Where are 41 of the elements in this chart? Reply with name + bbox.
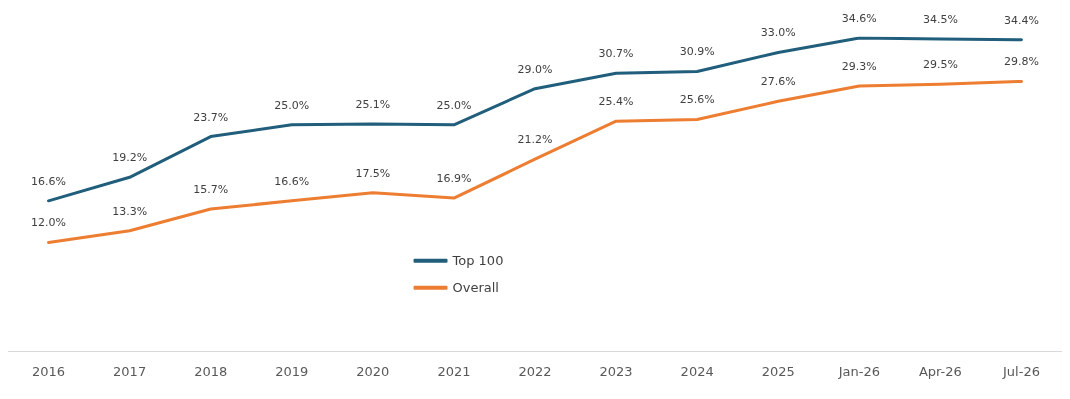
- data-label: 30.9%: [679, 45, 715, 59]
- x-tick-label: 2022: [518, 364, 552, 379]
- data-label: 27.6%: [760, 75, 796, 89]
- data-label: 16.9%: [436, 172, 472, 186]
- data-label: 25.6%: [679, 93, 715, 107]
- data-label: 29.8%: [1003, 55, 1039, 69]
- data-label: 34.5%: [922, 12, 958, 26]
- data-label: 29.3%: [841, 59, 877, 73]
- data-label: 29.5%: [922, 58, 958, 72]
- data-label: 16.6%: [31, 174, 67, 188]
- x-tick-label: 2024: [680, 364, 714, 379]
- data-label: 21.2%: [517, 133, 553, 147]
- data-label: 15.7%: [193, 182, 229, 196]
- data-label: 16.6%: [274, 174, 310, 188]
- data-label: 34.4%: [1003, 13, 1039, 27]
- x-tick-label: 2023: [599, 364, 633, 379]
- x-tick-label: 2018: [194, 364, 228, 379]
- data-label: 25.0%: [274, 98, 310, 112]
- data-label: 34.6%: [841, 12, 877, 25]
- legend-label: Top 100: [451, 253, 504, 269]
- data-label: 29.0%: [517, 62, 553, 76]
- x-tick-label: Jan-26: [837, 364, 880, 379]
- x-tick-label: 2021: [437, 364, 471, 379]
- data-label: 30.7%: [598, 47, 634, 61]
- x-tick-label: 2020: [356, 364, 390, 379]
- x-tick-label: 2016: [31, 364, 66, 379]
- x-tick-label: 2025: [761, 364, 795, 379]
- data-label: 13.3%: [112, 204, 148, 218]
- x-tick-label: Jul-26: [1002, 364, 1040, 379]
- data-label: 23.7%: [193, 110, 229, 124]
- data-label: 25.4%: [598, 95, 634, 109]
- data-label: 17.5%: [355, 166, 391, 180]
- legend-label: Overall: [452, 280, 499, 296]
- x-tick-label: 2017: [113, 364, 147, 379]
- data-label: 25.0%: [436, 98, 472, 112]
- x-tick-label: Apr-26: [918, 364, 962, 379]
- data-label: 19.2%: [112, 151, 148, 165]
- data-label: 25.1%: [355, 97, 391, 111]
- data-label: 12.0%: [31, 216, 67, 230]
- data-label: 33.0%: [760, 26, 796, 40]
- x-tick-label: 2019: [275, 364, 309, 379]
